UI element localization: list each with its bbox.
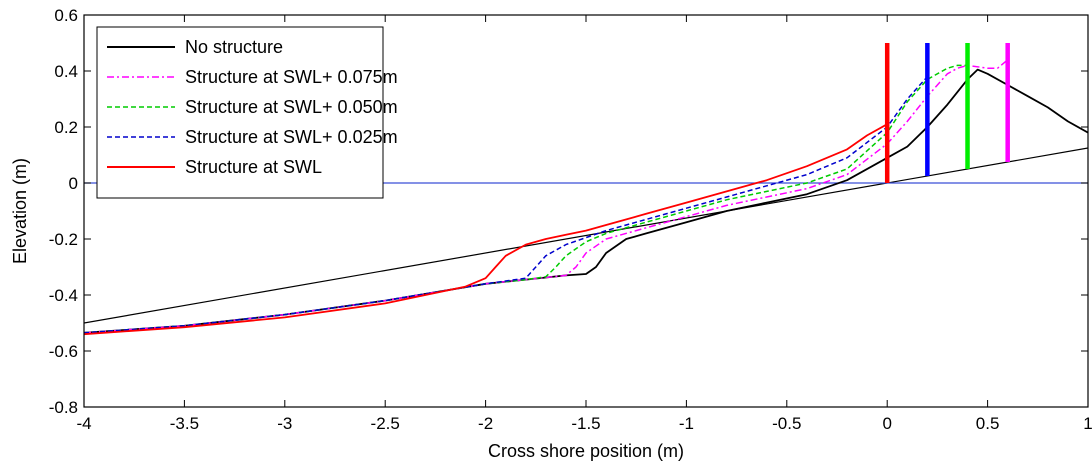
y-tick-label: 0.6: [54, 6, 78, 25]
legend-box: [96, 26, 384, 199]
y-tick-label: -0.6: [49, 342, 78, 361]
legend-label-5: Structure at SWL: [185, 157, 322, 177]
legend-label-3: Structure at SWL+ 0.050m: [185, 97, 398, 117]
y-tick-label: 0.2: [54, 118, 78, 137]
x-tick-label: -0.5: [772, 414, 801, 433]
y-tick-label: -0.2: [49, 230, 78, 249]
x-tick-label: -4: [76, 414, 91, 433]
x-tick-label: 0: [882, 414, 891, 433]
series-line-2: [84, 59, 1009, 334]
x-tick-label: -1: [679, 414, 694, 433]
legend-label-4: Structure at SWL+ 0.025m: [185, 127, 398, 147]
x-tick-label: -3.5: [170, 414, 199, 433]
x-axis-label: Cross shore position (m): [488, 441, 684, 461]
beach-slope-line: [84, 147, 1088, 324]
y-axis-label: Elevation (m): [10, 158, 30, 264]
x-tick-label: 0.5: [976, 414, 1000, 433]
x-tick-label: -3: [277, 414, 292, 433]
y-tick-label: 0.4: [54, 62, 78, 81]
legend: No structure Structure at SWL+ 0.075m Stru…: [96, 26, 398, 199]
x-tick-label: -2.5: [371, 414, 400, 433]
y-tick-label: -0.4: [49, 286, 78, 305]
x-tick-label: 1: [1083, 414, 1092, 433]
legend-label-2: Structure at SWL+ 0.075m: [185, 67, 398, 87]
series-line-4: [84, 76, 928, 334]
series-line-5: [84, 123, 888, 336]
y-tick-label: -0.8: [49, 398, 78, 417]
x-tick-label: -2: [478, 414, 493, 433]
legend-label-1: No structure: [185, 37, 283, 57]
y-tick-label: 0: [69, 174, 78, 193]
x-tick-label: -1.5: [571, 414, 600, 433]
